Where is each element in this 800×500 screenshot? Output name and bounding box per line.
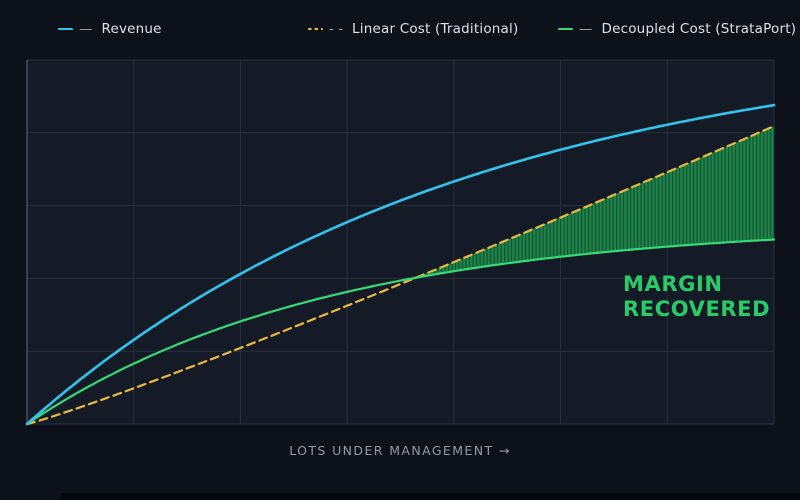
bottom-window-edge (61, 493, 800, 500)
chart-figure: — Revenue - - Linear Cost (Traditional) … (0, 0, 800, 500)
line-chart-canvas (0, 0, 800, 500)
margin-recovered-annotation: MARGIN RECOVERED (623, 272, 770, 322)
annotation-line-1: MARGIN (623, 272, 770, 297)
annotation-line-2: RECOVERED (623, 297, 770, 322)
x-axis-label: LOTS UNDER MANAGEMENT → (0, 443, 800, 458)
